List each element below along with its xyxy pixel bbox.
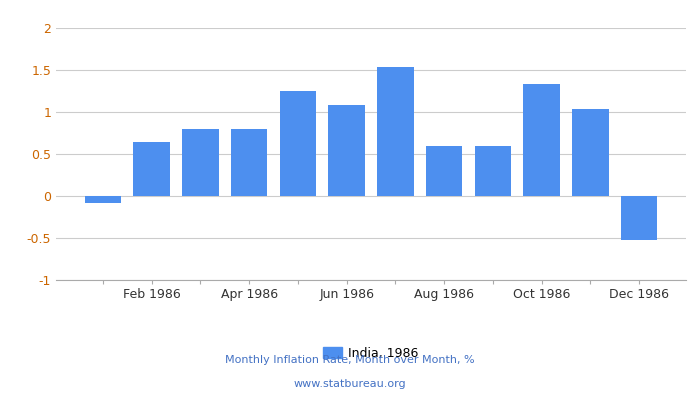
Bar xyxy=(231,129,267,196)
Text: Monthly Inflation Rate, Month over Month, %: Monthly Inflation Rate, Month over Month… xyxy=(225,355,475,365)
Bar xyxy=(279,91,316,196)
Bar xyxy=(572,110,608,196)
Bar xyxy=(182,129,218,196)
Bar xyxy=(377,68,414,196)
Bar xyxy=(328,105,365,196)
Bar xyxy=(85,196,121,203)
Bar xyxy=(134,142,170,196)
Bar xyxy=(475,146,511,196)
Text: www.statbureau.org: www.statbureau.org xyxy=(294,379,406,389)
Bar xyxy=(524,84,560,196)
Bar xyxy=(621,196,657,240)
Legend: India, 1986: India, 1986 xyxy=(318,342,424,365)
Bar xyxy=(426,146,463,196)
